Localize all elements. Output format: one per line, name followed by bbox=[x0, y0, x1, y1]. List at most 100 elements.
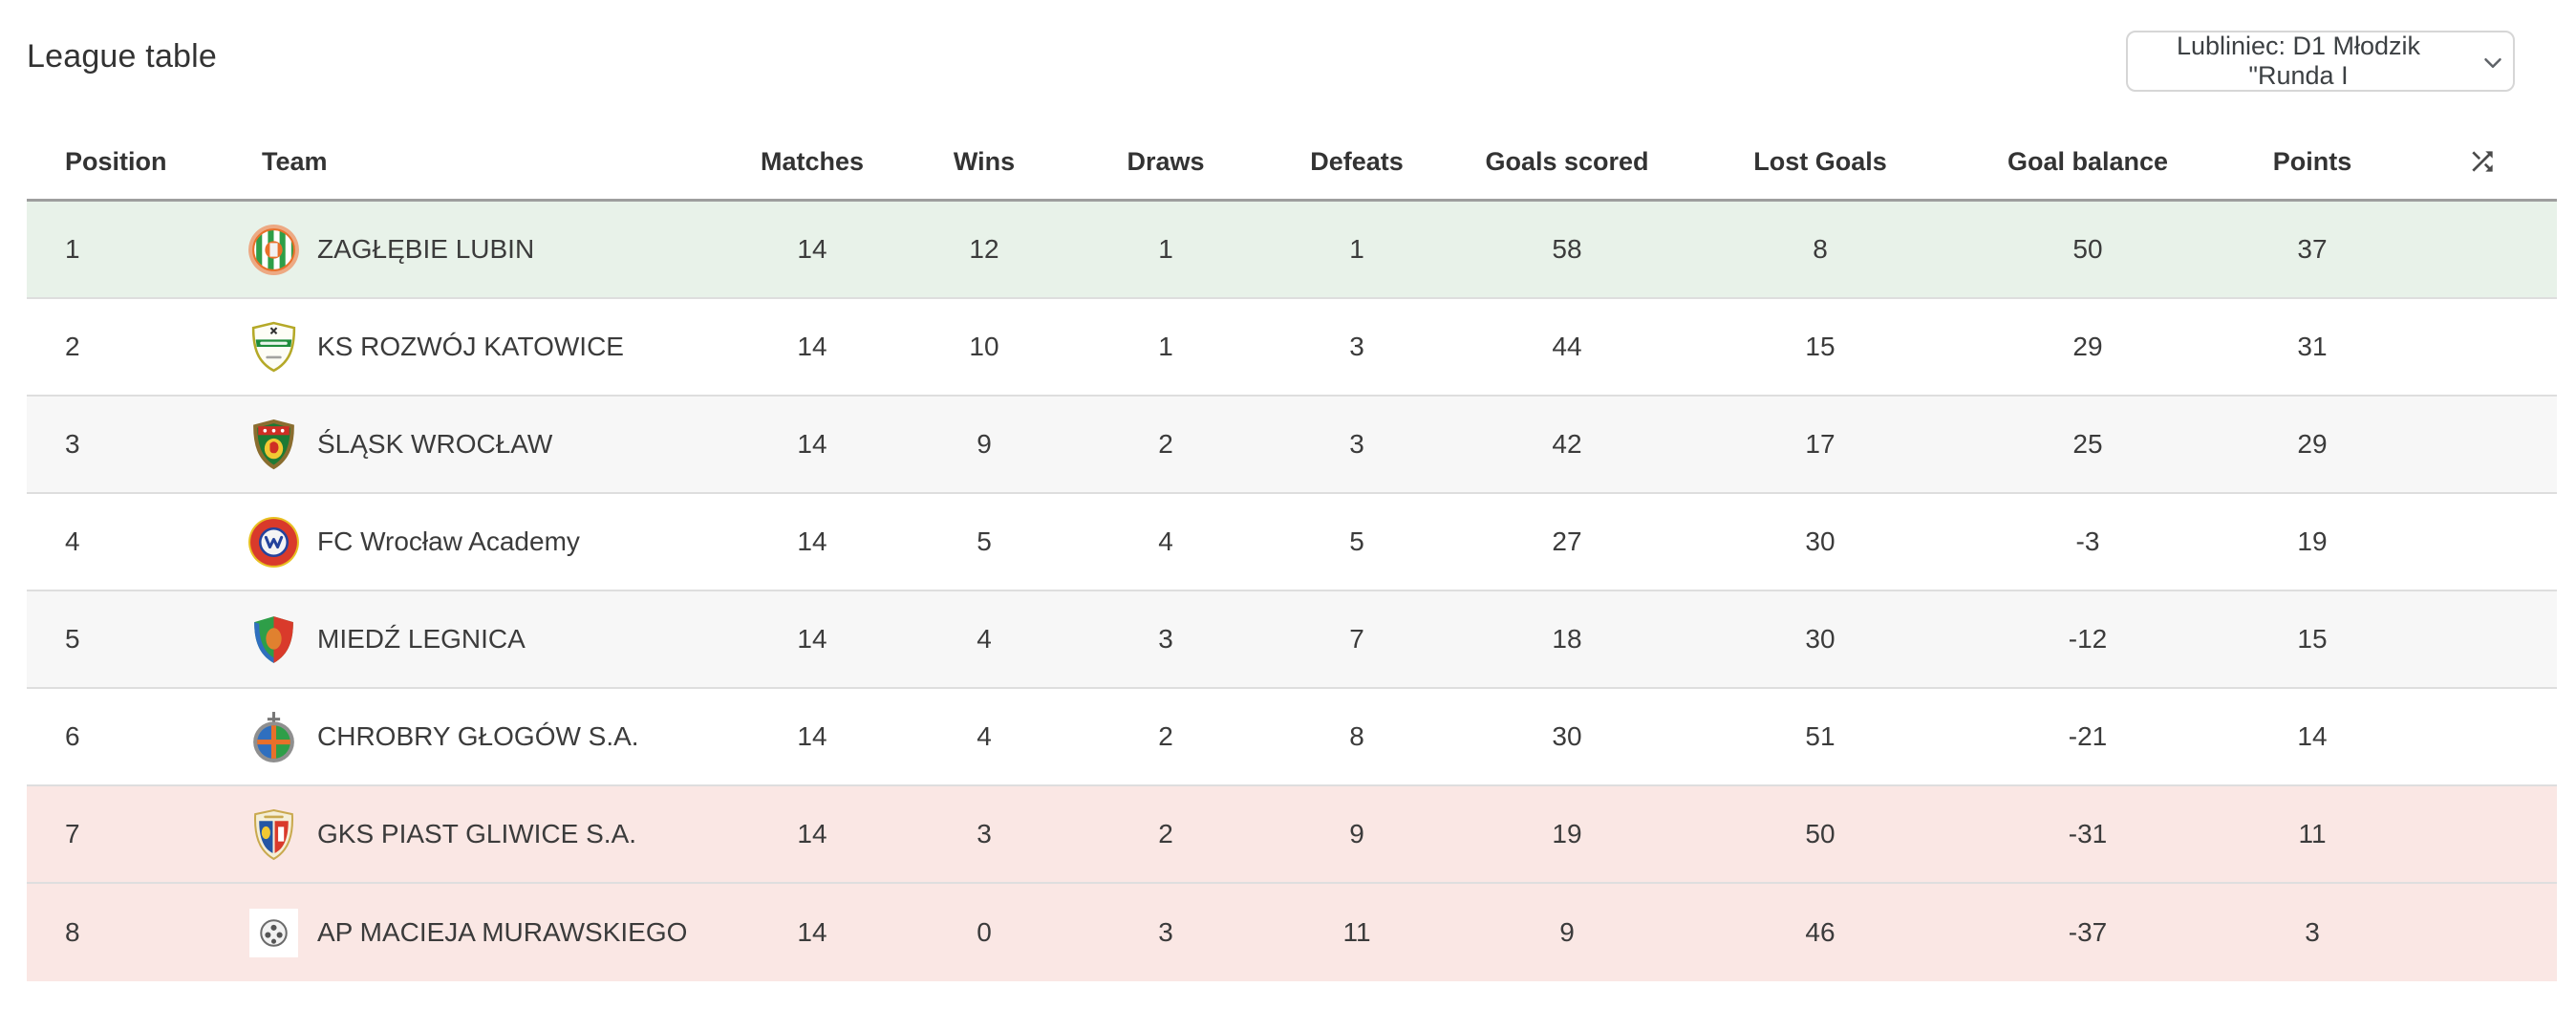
wins-value: 12 bbox=[969, 234, 999, 264]
goal-balance-value: -37 bbox=[2068, 917, 2108, 947]
wins-value: 3 bbox=[977, 819, 992, 848]
zaglebie-lubin-crest bbox=[247, 223, 301, 277]
position-value: 7 bbox=[65, 819, 80, 848]
draws-value: 4 bbox=[1158, 526, 1173, 556]
points-value: 3 bbox=[2305, 917, 2320, 947]
points-value: 37 bbox=[2297, 234, 2328, 264]
lost-goals-value: 8 bbox=[1813, 234, 1828, 264]
matches-value: 14 bbox=[797, 234, 827, 264]
position-value: 3 bbox=[65, 429, 80, 459]
goals-scored-value: 9 bbox=[1559, 917, 1575, 947]
wins-value: 4 bbox=[977, 721, 992, 751]
goals-scored-value: 42 bbox=[1552, 429, 1582, 459]
wins-value: 10 bbox=[969, 332, 999, 361]
goal-balance-value: 29 bbox=[2072, 332, 2103, 361]
team-cell: ZAGŁĘBIE LUBIN bbox=[220, 223, 726, 277]
matches-value: 14 bbox=[797, 819, 827, 848]
header-matches: Matches bbox=[760, 146, 865, 176]
defeats-value: 11 bbox=[1342, 917, 1371, 947]
points-value: 11 bbox=[2298, 819, 2327, 848]
header-points: Points bbox=[2272, 146, 2352, 176]
league-selector-value: Lubliniec: D1 Młodzik "Runda I bbox=[2176, 32, 2421, 90]
matches-value: 14 bbox=[797, 721, 827, 751]
team-cell: FC Wrocław Academy bbox=[220, 515, 726, 569]
team-name: MIEDŹ LEGNICA bbox=[317, 624, 526, 654]
points-value: 29 bbox=[2297, 429, 2328, 459]
goals-scored-value: 30 bbox=[1552, 721, 1582, 751]
goals-scored-value: 44 bbox=[1552, 332, 1582, 361]
header-draws: Draws bbox=[1127, 146, 1205, 176]
team-cell: MIEDŹ LEGNICA bbox=[220, 612, 726, 667]
matches-value: 14 bbox=[797, 332, 827, 361]
table-row[interactable]: 7 GKS PIAST GLIWICE S.A. 14 3 2 9 19 50 … bbox=[27, 786, 2557, 884]
miedz-legnica-crest bbox=[247, 612, 301, 667]
table-row[interactable]: 8 AP MACIEJA MURAWSKIEGO 14 0 3 11 9 46 … bbox=[27, 884, 2557, 981]
team-cell: GKS PIAST GLIWICE S.A. bbox=[220, 807, 726, 862]
chevron-down-icon bbox=[2479, 49, 2507, 77]
defeats-value: 5 bbox=[1349, 526, 1364, 556]
defeats-value: 3 bbox=[1349, 429, 1364, 459]
lost-goals-value: 15 bbox=[1805, 332, 1835, 361]
goal-balance-value: 50 bbox=[2072, 234, 2103, 264]
defeats-value: 3 bbox=[1349, 332, 1364, 361]
header-wins: Wins bbox=[953, 146, 1016, 176]
team-name: KS ROZWÓJ KATOWICE bbox=[317, 332, 624, 361]
wins-value: 4 bbox=[977, 624, 992, 654]
header-goal-balance: Goal balance bbox=[2007, 146, 2169, 176]
wins-value: 0 bbox=[977, 917, 992, 947]
position-value: 6 bbox=[65, 721, 80, 751]
gks-piast-gliwice-crest bbox=[247, 807, 301, 862]
points-value: 31 bbox=[2297, 332, 2328, 361]
points-value: 19 bbox=[2297, 526, 2328, 556]
defeats-value: 9 bbox=[1349, 819, 1364, 848]
defeats-value: 1 bbox=[1349, 234, 1364, 264]
matches-value: 14 bbox=[797, 429, 827, 459]
rozwoj-katowice-crest bbox=[247, 320, 301, 375]
team-name: ZAGŁĘBIE LUBIN bbox=[317, 234, 535, 264]
matches-value: 14 bbox=[797, 526, 827, 556]
league-table: Position Team Matches Wins Draws Defeats… bbox=[27, 124, 2557, 981]
table-row[interactable]: 5 MIEDŹ LEGNICA 14 4 3 7 18 30 -12 15 bbox=[27, 591, 2557, 689]
header-lost-goals: Lost Goals bbox=[1753, 146, 1887, 176]
draws-value: 1 bbox=[1158, 332, 1173, 361]
league-selector-dropdown[interactable]: Lubliniec: D1 Młodzik "Runda I bbox=[2126, 31, 2515, 92]
draws-value: 2 bbox=[1158, 429, 1173, 459]
wins-value: 5 bbox=[977, 526, 992, 556]
header-defeats: Defeats bbox=[1310, 146, 1404, 176]
position-value: 8 bbox=[65, 917, 80, 947]
table-row[interactable]: 2 KS ROZWÓJ KATOWICE 14 10 1 3 44 15 29 … bbox=[27, 299, 2557, 397]
table-row[interactable]: 4 FC Wrocław Academy 14 5 4 5 27 30 -3 1… bbox=[27, 494, 2557, 591]
goals-scored-value: 18 bbox=[1552, 624, 1582, 654]
lost-goals-value: 46 bbox=[1805, 917, 1835, 947]
draws-value: 2 bbox=[1158, 819, 1173, 848]
points-value: 15 bbox=[2297, 624, 2328, 654]
position-value: 1 bbox=[65, 234, 80, 264]
table-row[interactable]: 1 ZAGŁĘBIE LUBIN 14 12 1 1 58 8 50 37 bbox=[27, 202, 2557, 299]
goals-scored-value: 27 bbox=[1552, 526, 1582, 556]
goal-balance-value: 25 bbox=[2072, 429, 2103, 459]
team-name: FC Wrocław Academy bbox=[317, 526, 580, 556]
page-title: League table bbox=[27, 38, 218, 75]
draws-value: 2 bbox=[1158, 721, 1173, 751]
table-row[interactable]: 6 CHROBRY GŁOGÓW S.A. 14 4 2 8 30 51 -21… bbox=[27, 689, 2557, 786]
team-name: CHROBRY GŁOGÓW S.A. bbox=[317, 721, 639, 751]
team-cell: ŚLĄSK WROCŁAW bbox=[220, 418, 726, 472]
team-cell: AP MACIEJA MURAWSKIEGO bbox=[220, 906, 726, 960]
lost-goals-value: 51 bbox=[1805, 721, 1835, 751]
draws-value: 3 bbox=[1158, 624, 1173, 654]
shuffle-icon[interactable] bbox=[2408, 146, 2557, 178]
draws-value: 1 bbox=[1158, 234, 1173, 264]
header-goals-scored: Goals scored bbox=[1485, 146, 1649, 176]
ap-macieja-murawskiego-crest bbox=[247, 906, 301, 960]
goal-balance-value: -12 bbox=[2068, 624, 2108, 654]
header-position: Position bbox=[65, 146, 167, 176]
table-row[interactable]: 3 ŚLĄSK WROCŁAW 14 9 2 3 42 17 25 29 bbox=[27, 397, 2557, 494]
matches-value: 14 bbox=[797, 624, 827, 654]
defeats-value: 8 bbox=[1349, 721, 1364, 751]
lost-goals-value: 30 bbox=[1805, 624, 1835, 654]
table-body: 1 ZAGŁĘBIE LUBIN 14 12 1 1 58 8 50 37 2 … bbox=[27, 202, 2557, 981]
wins-value: 9 bbox=[977, 429, 992, 459]
draws-value: 3 bbox=[1158, 917, 1173, 947]
team-name: ŚLĄSK WROCŁAW bbox=[317, 429, 553, 459]
team-cell: CHROBRY GŁOGÓW S.A. bbox=[220, 710, 726, 764]
